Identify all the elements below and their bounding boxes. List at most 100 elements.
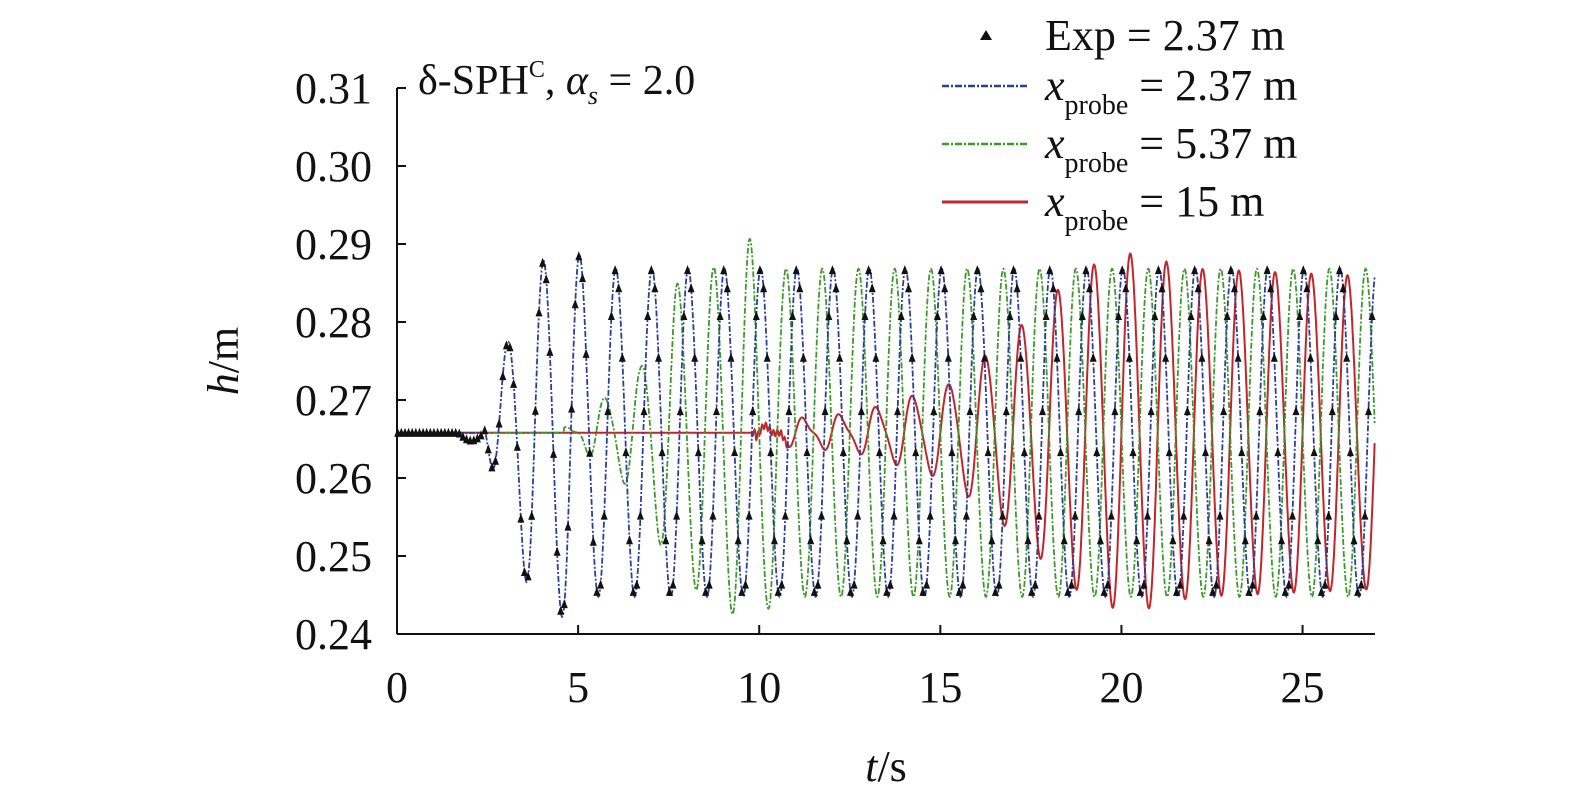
exp-marker xyxy=(991,586,999,596)
exp-marker xyxy=(607,311,615,320)
exp-marker xyxy=(1256,406,1264,416)
exp-marker xyxy=(1013,283,1021,293)
exp-marker xyxy=(818,510,825,520)
exp-marker xyxy=(799,352,807,362)
legend-label: xprobe = 15 m xyxy=(1044,177,1264,237)
exp-marker xyxy=(1194,283,1202,293)
exp-marker xyxy=(926,510,934,520)
exp-marker xyxy=(1270,352,1278,362)
exp-marker xyxy=(1020,447,1028,457)
exp-marker xyxy=(807,535,815,545)
exp-marker xyxy=(600,510,608,520)
title-comma: , xyxy=(545,58,566,104)
exp-marker xyxy=(560,599,568,609)
exp-marker xyxy=(905,283,912,293)
x-axis-label-unit: /s xyxy=(877,742,906,791)
exp-marker xyxy=(1147,406,1155,416)
y-tick-label: 0.25 xyxy=(295,532,372,581)
legend-label-sub: probe xyxy=(1065,90,1129,121)
legend-label-value: = 2.37 m xyxy=(1128,61,1297,110)
exp-marker xyxy=(629,586,637,596)
exp-marker xyxy=(473,433,481,443)
exp-marker xyxy=(952,535,959,545)
exp-marker xyxy=(1082,265,1090,275)
exp-marker xyxy=(1100,586,1108,596)
exp-marker xyxy=(1216,510,1224,520)
exp-marker xyxy=(854,510,862,520)
exp-marker xyxy=(1078,311,1086,320)
exp-marker xyxy=(611,265,619,275)
exp-marker xyxy=(618,352,626,362)
exp-marker xyxy=(781,510,789,520)
exp-marker xyxy=(1223,311,1231,320)
legend-label-sub: probe xyxy=(1065,148,1129,179)
exp-marker xyxy=(1107,510,1115,520)
legend-item-3: xprobe = 5.37 m xyxy=(942,119,1297,179)
exp-marker xyxy=(890,510,898,520)
exp-marker xyxy=(1002,406,1010,416)
exp-marker xyxy=(644,311,652,320)
exp-marker xyxy=(1180,510,1188,520)
exp-marker xyxy=(908,352,916,362)
title-value: = 2.0 xyxy=(598,58,695,104)
exp-marker xyxy=(901,265,909,275)
exp-marker xyxy=(933,311,941,320)
exp-marker xyxy=(923,579,931,589)
exp-marker xyxy=(734,535,742,545)
exp-marker xyxy=(1115,311,1122,320)
y-axis-label: h/m xyxy=(199,327,248,395)
exp-marker xyxy=(1249,579,1257,589)
exp-marker xyxy=(810,586,818,596)
exp-marker xyxy=(894,406,902,416)
exp-marker xyxy=(1357,579,1365,589)
series-line-2 xyxy=(397,237,1376,616)
exp-marker xyxy=(720,265,728,275)
exp-marker xyxy=(1060,535,1068,545)
exp-marker xyxy=(546,346,554,356)
exp-marker xyxy=(1202,447,1209,457)
exp-marker xyxy=(713,406,720,416)
exp-marker xyxy=(1325,510,1333,520)
exp-marker xyxy=(531,405,539,415)
exp-marker xyxy=(973,265,981,275)
exp-marker xyxy=(658,447,666,457)
exp-marker xyxy=(481,425,489,435)
legend-marker xyxy=(980,30,992,40)
exp-marker xyxy=(1299,265,1307,275)
exp-marker xyxy=(680,311,688,320)
exp-marker xyxy=(1205,535,1213,545)
legend-label: Exp = 2.37 m xyxy=(1045,11,1285,60)
legend-label-var: x xyxy=(1044,119,1065,168)
exp-marker xyxy=(1303,283,1311,293)
exp-marker xyxy=(1227,265,1235,275)
exp-marker xyxy=(665,586,673,596)
exp-marker xyxy=(709,510,717,520)
exp-marker xyxy=(1346,447,1354,457)
exp-marker xyxy=(1361,510,1369,520)
exp-marker xyxy=(1365,406,1372,416)
exp-marker xyxy=(999,510,1007,520)
exp-marker xyxy=(1281,586,1289,596)
exp-marker xyxy=(1339,283,1347,293)
exp-marker xyxy=(651,283,659,293)
exp-marker xyxy=(1049,283,1057,293)
legend-label-sub: probe xyxy=(1065,206,1129,237)
exp-marker xyxy=(1187,311,1195,320)
exp-marker xyxy=(1089,352,1097,362)
exp-marker xyxy=(702,586,710,596)
axes xyxy=(396,88,1375,635)
exp-marker xyxy=(1057,447,1065,457)
exp-marker xyxy=(1118,265,1126,275)
title-alpha-sub: s xyxy=(588,81,598,110)
exp-marker xyxy=(1039,406,1046,416)
exp-marker xyxy=(727,352,735,362)
exp-marker xyxy=(1173,586,1180,596)
exp-marker xyxy=(535,307,543,317)
exp-marker xyxy=(778,579,786,589)
exp-marker xyxy=(655,352,662,362)
exp-marker xyxy=(977,283,985,293)
exp-marker xyxy=(1031,579,1039,589)
exp-marker xyxy=(1314,535,1322,545)
